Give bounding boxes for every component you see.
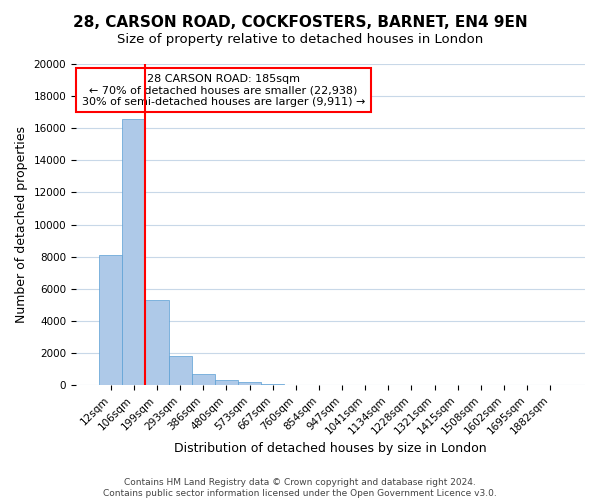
Bar	[261, 384, 284, 385]
Bar	[99, 255, 122, 385]
Y-axis label: Number of detached properties: Number of detached properties	[15, 126, 28, 323]
X-axis label: Distribution of detached houses by size in London: Distribution of detached houses by size …	[174, 442, 487, 455]
Bar	[145, 300, 169, 385]
Bar	[215, 380, 238, 385]
Text: 28 CARSON ROAD: 185sqm
← 70% of detached houses are smaller (22,938)
30% of semi: 28 CARSON ROAD: 185sqm ← 70% of detached…	[82, 74, 365, 107]
Bar	[122, 118, 145, 385]
Text: Contains HM Land Registry data © Crown copyright and database right 2024.
Contai: Contains HM Land Registry data © Crown c…	[103, 478, 497, 498]
Text: 28, CARSON ROAD, COCKFOSTERS, BARNET, EN4 9EN: 28, CARSON ROAD, COCKFOSTERS, BARNET, EN…	[73, 15, 527, 30]
Text: Size of property relative to detached houses in London: Size of property relative to detached ho…	[117, 32, 483, 46]
Bar	[238, 382, 261, 385]
Bar	[169, 356, 192, 385]
Bar	[192, 374, 215, 385]
